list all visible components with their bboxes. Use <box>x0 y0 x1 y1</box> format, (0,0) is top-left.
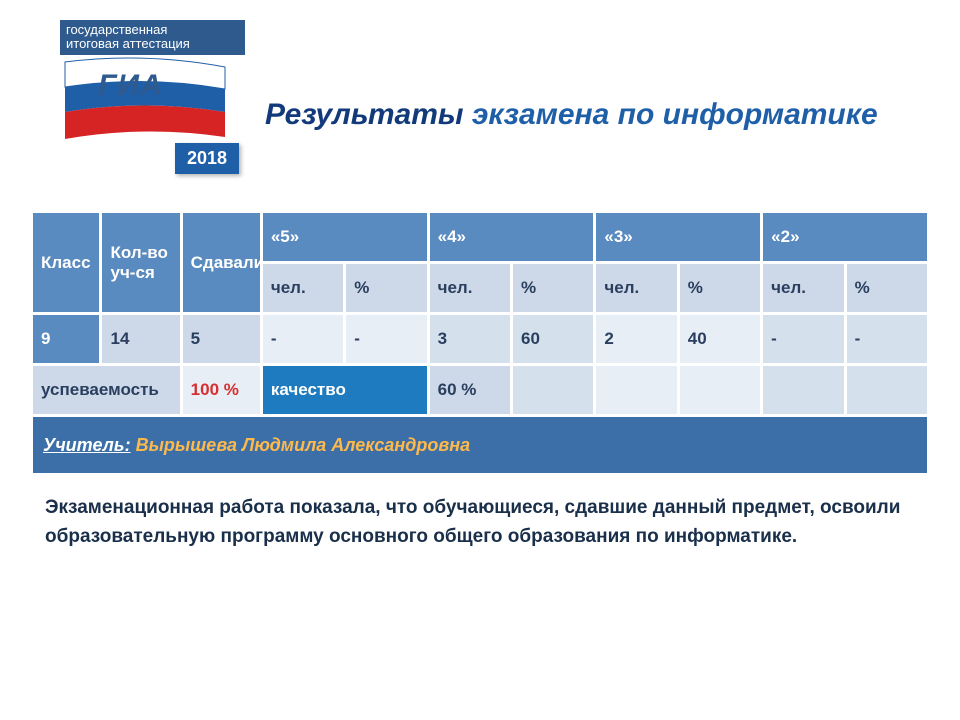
hdr-grade4: «4» <box>428 212 595 263</box>
empty-cell <box>678 365 761 416</box>
cell-klass: 9 <box>32 314 101 365</box>
sub-chel: чел. <box>762 263 845 314</box>
sub-chel: чел. <box>428 263 511 314</box>
teacher-row: Учитель: Вырышева Людмила Александровна <box>32 416 929 475</box>
year-badge: 2018 <box>175 143 239 174</box>
teacher-label: Учитель: <box>43 435 131 455</box>
hdr-grade3: «3» <box>595 212 762 263</box>
teacher-name: Вырышева Людмила Александровна <box>131 435 471 455</box>
sub-chel: чел. <box>595 263 678 314</box>
cell-sdavali: 5 <box>181 314 261 365</box>
hdr-grade2: «2» <box>762 212 929 263</box>
cell-g2-pct: - <box>845 314 928 365</box>
cell-g5-chel: - <box>261 314 344 365</box>
cell-g3-chel: 2 <box>595 314 678 365</box>
flag-icon: ГИА <box>60 57 230 147</box>
cell-g5-pct: - <box>345 314 428 365</box>
sub-pct: % <box>845 263 928 314</box>
results-table: Класс Кол-во уч-ся Сдавали «5» «4» «3» «… <box>0 190 960 476</box>
page-title: Результаты экзамена по информатике <box>265 98 920 132</box>
cell-g4-pct: 60 <box>512 314 595 365</box>
hdr-grade5: «5» <box>261 212 428 263</box>
logo-top-text: государственная итоговая аттестация <box>60 20 245 55</box>
cell-g4-chel: 3 <box>428 314 511 365</box>
hdr-klass: Класс <box>32 212 101 314</box>
usp-value: 100 % <box>181 365 261 416</box>
cell-g3-pct: 40 <box>678 314 761 365</box>
qual-value: 60 % <box>428 365 511 416</box>
gia-logo: государственная итоговая аттестация ГИА … <box>60 20 245 180</box>
sub-pct: % <box>678 263 761 314</box>
logo-line1: государственная <box>66 22 167 37</box>
summary-row: успеваемость 100 % качество 60 % <box>32 365 929 416</box>
sub-chel: чел. <box>261 263 344 314</box>
cell-kolvo: 14 <box>101 314 181 365</box>
empty-cell <box>762 365 845 416</box>
footer-text: Экзаменационная работа показала, что обу… <box>0 476 960 551</box>
title-part1: Результаты <box>265 98 472 131</box>
empty-cell <box>595 365 678 416</box>
sub-pct: % <box>512 263 595 314</box>
gia-text: ГИА <box>98 69 163 103</box>
header: государственная итоговая аттестация ГИА … <box>0 0 960 190</box>
logo-line2: итоговая аттестация <box>66 36 190 51</box>
title-part2: экзамена по информатике <box>472 98 878 131</box>
hdr-kolvo: Кол-во уч-ся <box>101 212 181 314</box>
qual-label: качество <box>261 365 428 416</box>
empty-cell <box>845 365 928 416</box>
usp-label: успеваемость <box>32 365 182 416</box>
hdr-sdavali: Сдавали <box>181 212 261 314</box>
teacher-cell: Учитель: Вырышева Людмила Александровна <box>32 416 929 475</box>
header-row-1: Класс Кол-во уч-ся Сдавали «5» «4» «3» «… <box>32 212 929 263</box>
empty-cell <box>512 365 595 416</box>
cell-g2-chel: - <box>762 314 845 365</box>
data-row: 9 14 5 - - 3 60 2 40 - - <box>32 314 929 365</box>
sub-pct: % <box>345 263 428 314</box>
